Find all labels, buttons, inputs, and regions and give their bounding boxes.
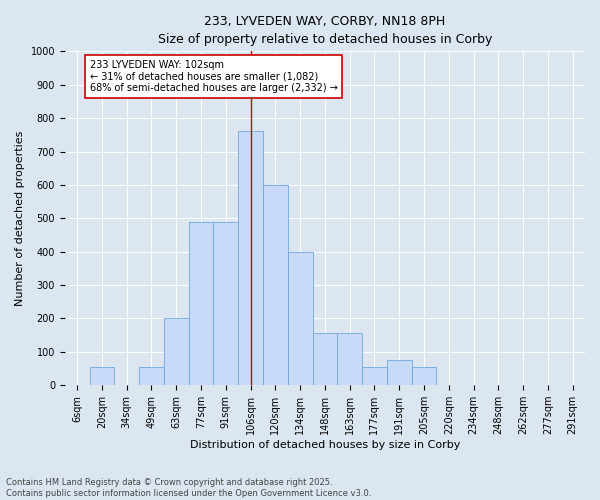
Bar bbox=[313, 334, 337, 385]
Bar bbox=[238, 132, 263, 385]
Bar bbox=[337, 334, 362, 385]
Bar bbox=[387, 360, 412, 385]
Bar bbox=[412, 367, 436, 385]
Bar bbox=[139, 367, 164, 385]
Bar bbox=[214, 222, 238, 385]
Bar bbox=[164, 318, 188, 385]
Bar bbox=[89, 367, 115, 385]
Bar bbox=[362, 367, 387, 385]
Y-axis label: Number of detached properties: Number of detached properties bbox=[15, 130, 25, 306]
Text: 233 LYVEDEN WAY: 102sqm
← 31% of detached houses are smaller (1,082)
68% of semi: 233 LYVEDEN WAY: 102sqm ← 31% of detache… bbox=[89, 60, 337, 93]
Bar bbox=[188, 222, 214, 385]
Title: 233, LYVEDEN WAY, CORBY, NN18 8PH
Size of property relative to detached houses i: 233, LYVEDEN WAY, CORBY, NN18 8PH Size o… bbox=[158, 15, 492, 46]
X-axis label: Distribution of detached houses by size in Corby: Distribution of detached houses by size … bbox=[190, 440, 460, 450]
Text: Contains HM Land Registry data © Crown copyright and database right 2025.
Contai: Contains HM Land Registry data © Crown c… bbox=[6, 478, 371, 498]
Bar bbox=[288, 252, 313, 385]
Bar bbox=[263, 185, 288, 385]
